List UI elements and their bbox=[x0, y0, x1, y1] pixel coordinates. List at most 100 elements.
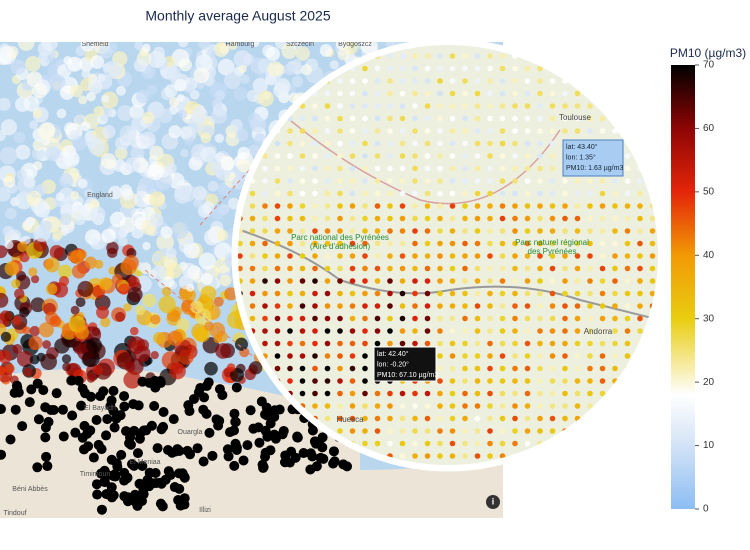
haze bbox=[70, 190, 80, 200]
haze bbox=[178, 275, 194, 290]
zoom-dot bbox=[399, 403, 406, 409]
zoom-dot bbox=[387, 340, 393, 347]
haze bbox=[0, 186, 11, 202]
dot bbox=[238, 455, 249, 466]
zoom-dot bbox=[549, 240, 556, 247]
zoom-dot bbox=[524, 290, 531, 297]
zoom-dot bbox=[349, 290, 356, 297]
info-button[interactable] bbox=[486, 495, 500, 509]
zoom-dot bbox=[324, 128, 331, 134]
zoom-dot bbox=[487, 265, 493, 272]
zoom-dot bbox=[399, 315, 406, 322]
zoom-dot bbox=[524, 153, 531, 159]
zoom-dot bbox=[424, 240, 431, 247]
zoom-dot bbox=[624, 328, 631, 334]
zoom-dot bbox=[624, 415, 631, 422]
zoom-dot bbox=[324, 215, 331, 222]
zoom-dot bbox=[349, 340, 356, 347]
zoom-dot bbox=[474, 453, 481, 459]
zoom-dot bbox=[599, 365, 606, 372]
zoom-dot bbox=[362, 365, 368, 372]
zoom-dot bbox=[474, 315, 481, 322]
zoom-dot bbox=[637, 78, 643, 84]
zoom-dot bbox=[649, 53, 656, 59]
zoom-dot bbox=[599, 253, 606, 259]
dot bbox=[108, 405, 119, 416]
zoom-dot bbox=[424, 178, 431, 184]
haze bbox=[200, 272, 213, 285]
haze bbox=[142, 241, 151, 251]
haze bbox=[165, 162, 177, 175]
haze bbox=[17, 42, 35, 51]
zoom-dot bbox=[574, 215, 581, 222]
zoom-dot bbox=[387, 228, 393, 234]
haze bbox=[81, 351, 97, 367]
zoom-dot bbox=[349, 128, 356, 134]
zoom-dot bbox=[387, 428, 393, 434]
zoom-dot bbox=[449, 428, 456, 434]
dot bbox=[10, 404, 21, 415]
dot bbox=[179, 499, 190, 510]
haze bbox=[3, 175, 16, 188]
zoom-dot bbox=[287, 253, 293, 259]
haze bbox=[265, 46, 280, 62]
dot bbox=[124, 438, 135, 449]
zoom-dot bbox=[587, 65, 593, 72]
zoom-dot bbox=[549, 328, 556, 334]
haze bbox=[166, 66, 182, 82]
haze bbox=[204, 321, 214, 331]
place-label: Illizi bbox=[199, 507, 211, 514]
zoom-dot bbox=[549, 303, 556, 309]
zoom-dot bbox=[612, 453, 618, 459]
zoom-dot bbox=[312, 240, 318, 247]
zoom-dot bbox=[374, 153, 381, 159]
zoom-dot bbox=[337, 228, 343, 234]
zoom-dot bbox=[649, 265, 656, 272]
colorbar-tick-label: 30 bbox=[703, 313, 715, 324]
haze bbox=[134, 42, 143, 50]
zoom-dot bbox=[424, 215, 431, 222]
zoom-dot bbox=[599, 190, 606, 197]
zoom-dot bbox=[624, 440, 631, 447]
zoom-dot bbox=[562, 65, 568, 72]
zoom-dot bbox=[399, 428, 406, 434]
zoom-dot bbox=[512, 140, 518, 147]
zoom-dot bbox=[362, 328, 368, 334]
haze bbox=[23, 367, 33, 377]
dot bbox=[91, 414, 102, 425]
zoom-dot bbox=[399, 65, 406, 72]
haze bbox=[48, 74, 66, 92]
haze bbox=[250, 116, 267, 133]
zoom-dot bbox=[587, 315, 593, 322]
zoom-dot bbox=[512, 215, 518, 222]
haze bbox=[55, 192, 65, 201]
haze bbox=[200, 132, 212, 144]
dot bbox=[254, 437, 265, 448]
zoom-dot bbox=[512, 253, 518, 259]
haze bbox=[30, 297, 46, 313]
zoom-dot bbox=[574, 278, 581, 284]
zoom-dot bbox=[587, 278, 593, 284]
zoom-dot bbox=[274, 303, 281, 309]
zoom-dot bbox=[474, 365, 481, 372]
zoom-dot bbox=[499, 115, 506, 122]
zoom-dot bbox=[374, 315, 381, 322]
zoom-dot bbox=[562, 178, 568, 184]
place-label: Béni Abbès bbox=[12, 486, 48, 493]
zoom-dot bbox=[637, 103, 643, 109]
zoom-dot bbox=[362, 240, 368, 247]
zoom-dot bbox=[487, 340, 493, 347]
dot bbox=[229, 425, 240, 436]
zoom-dot bbox=[474, 290, 481, 297]
zoom-dot bbox=[337, 153, 343, 159]
haze bbox=[133, 58, 147, 72]
haze bbox=[156, 233, 175, 252]
zoom-dot bbox=[499, 103, 506, 109]
zoom-dot bbox=[312, 228, 318, 234]
zoom-dot bbox=[574, 190, 581, 197]
haze bbox=[134, 304, 146, 316]
zoom-dot bbox=[349, 240, 356, 247]
haze bbox=[197, 42, 211, 50]
haze bbox=[142, 111, 155, 124]
zoom-dot bbox=[499, 78, 506, 84]
